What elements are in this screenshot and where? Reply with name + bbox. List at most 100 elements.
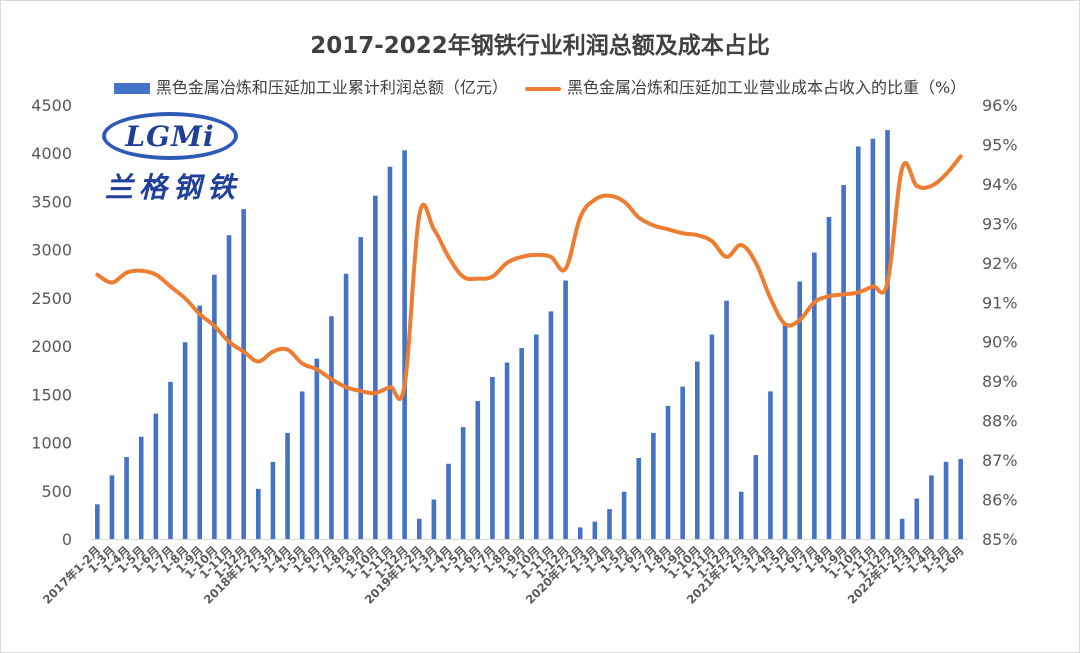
logo: LGMi 兰格钢铁: [96, 108, 246, 208]
bar: [490, 376, 495, 539]
bar: [416, 518, 422, 539]
bar: [914, 498, 920, 539]
bar: [314, 358, 320, 539]
y-left-tick-label: 4500: [31, 96, 72, 115]
y-right-tick-label: 95%: [982, 135, 1018, 154]
y-right-tick-label: 91%: [982, 293, 1018, 312]
bar: [373, 195, 378, 539]
bar: [855, 146, 861, 539]
bar: [431, 499, 437, 539]
bar: [548, 311, 554, 539]
bar: [182, 342, 188, 539]
bar: [724, 300, 729, 539]
legend-line-label: 黑色金属冶炼和压延加工业营业成本占收入的比重（%）: [566, 78, 967, 97]
bar: [870, 138, 876, 539]
bar: [358, 237, 364, 539]
legend-line-swatch: [524, 86, 561, 91]
bar: [621, 491, 627, 539]
bar: [607, 509, 612, 539]
bar: [387, 166, 393, 539]
bar: [153, 413, 159, 539]
bar: [460, 427, 466, 539]
bar: [958, 458, 963, 539]
bar: [797, 281, 803, 539]
legend-item-line: 黑色金属冶炼和压延加工业营业成本占收入的比重（%）: [524, 74, 967, 98]
bar: [812, 252, 817, 539]
bar: [768, 391, 773, 539]
y-right-tick-label: 90%: [982, 333, 1018, 352]
bar: [680, 386, 685, 539]
bar: [475, 401, 481, 539]
bar: [402, 150, 407, 539]
bar: [446, 463, 451, 539]
bar: [299, 391, 305, 539]
bar: [109, 475, 115, 539]
bar: [168, 381, 173, 539]
y-left-tick-label: 3500: [31, 192, 72, 211]
bar: [226, 235, 232, 539]
y-left-tick-label: 1500: [31, 385, 72, 404]
bar: [255, 488, 261, 539]
bar: [651, 432, 656, 539]
y-right-tick-label: 89%: [982, 372, 1018, 391]
logo-mark-text: LGMi: [125, 120, 215, 153]
bar: [943, 461, 949, 539]
bar: [592, 521, 598, 539]
bar-series: [95, 130, 963, 540]
y-right-tick-label: 94%: [982, 175, 1018, 194]
chart-title: 2017-2022年钢铁行业利润总额及成本占比: [310, 33, 770, 59]
bar: [138, 436, 144, 539]
legend-bar-label: 黑色金属冶炼和压延加工业累计利润总额（亿元）: [155, 78, 508, 97]
chart-legend: 黑色金属冶炼和压延加工业累计利润总额（亿元） 黑色金属冶炼和压延加工业营业成本占…: [0, 74, 1080, 98]
bar: [929, 475, 934, 539]
y-right-tick-label: 93%: [982, 214, 1018, 233]
y-right-tick-label: 96%: [982, 96, 1018, 115]
logo-mark: LGMi: [102, 112, 238, 160]
y-left-tick-label: 2000: [31, 337, 72, 356]
bar: [782, 323, 788, 539]
bar: [329, 316, 334, 539]
bar: [212, 274, 217, 539]
bar: [504, 362, 510, 539]
bar: [519, 348, 524, 539]
y-right-tick-label: 88%: [982, 412, 1018, 431]
y-right-tick-label: 86%: [982, 491, 1018, 510]
y-right-tick-label: 87%: [982, 451, 1018, 470]
y-axis-left: 0 500 1000 1500 2000 2500 3000 3500 4000 4500: [31, 96, 72, 549]
bar: [95, 504, 100, 539]
y-axis-right: 85% 86% 87% 88% 89% 90% 91% 92% 93% 94% 95% 96%: [982, 96, 1018, 549]
bar: [343, 273, 349, 539]
bar: [753, 455, 759, 539]
bar: [738, 491, 744, 539]
y-right-tick-label: 85%: [982, 530, 1018, 549]
y-left-tick-label: 2500: [31, 289, 72, 308]
y-left-tick-label: 0: [62, 530, 72, 549]
bar: [124, 457, 129, 539]
legend-item-bar: 黑色金属冶炼和压延加工业累计利润总额（亿元）: [113, 74, 508, 98]
bar: [577, 527, 583, 539]
bar: [534, 334, 539, 539]
bar: [885, 130, 890, 539]
bar: [694, 361, 700, 539]
bar: [270, 461, 276, 539]
x-axis: 2017年1-2月1-3月1-4月1-5月1-6月1-7月1-8月1-9月1-1…: [40, 543, 967, 606]
bar: [899, 518, 905, 539]
y-left-tick-label: 3000: [31, 241, 72, 260]
y-left-tick-label: 4000: [31, 144, 72, 163]
line-path: [95, 154, 963, 402]
bar: [709, 334, 715, 539]
logo-subtitle: 兰格钢铁: [104, 171, 241, 204]
bar: [241, 209, 246, 539]
bar: [197, 305, 203, 539]
y-left-tick-label: 1000: [31, 434, 72, 453]
legend-bar-swatch: [113, 83, 150, 94]
y-right-tick-label: 92%: [982, 254, 1018, 273]
bar: [636, 457, 642, 539]
bar: [563, 280, 568, 539]
bar: [285, 432, 290, 539]
line-series: [95, 154, 963, 402]
bar: [826, 216, 832, 539]
y-left-tick-label: 500: [41, 482, 72, 501]
